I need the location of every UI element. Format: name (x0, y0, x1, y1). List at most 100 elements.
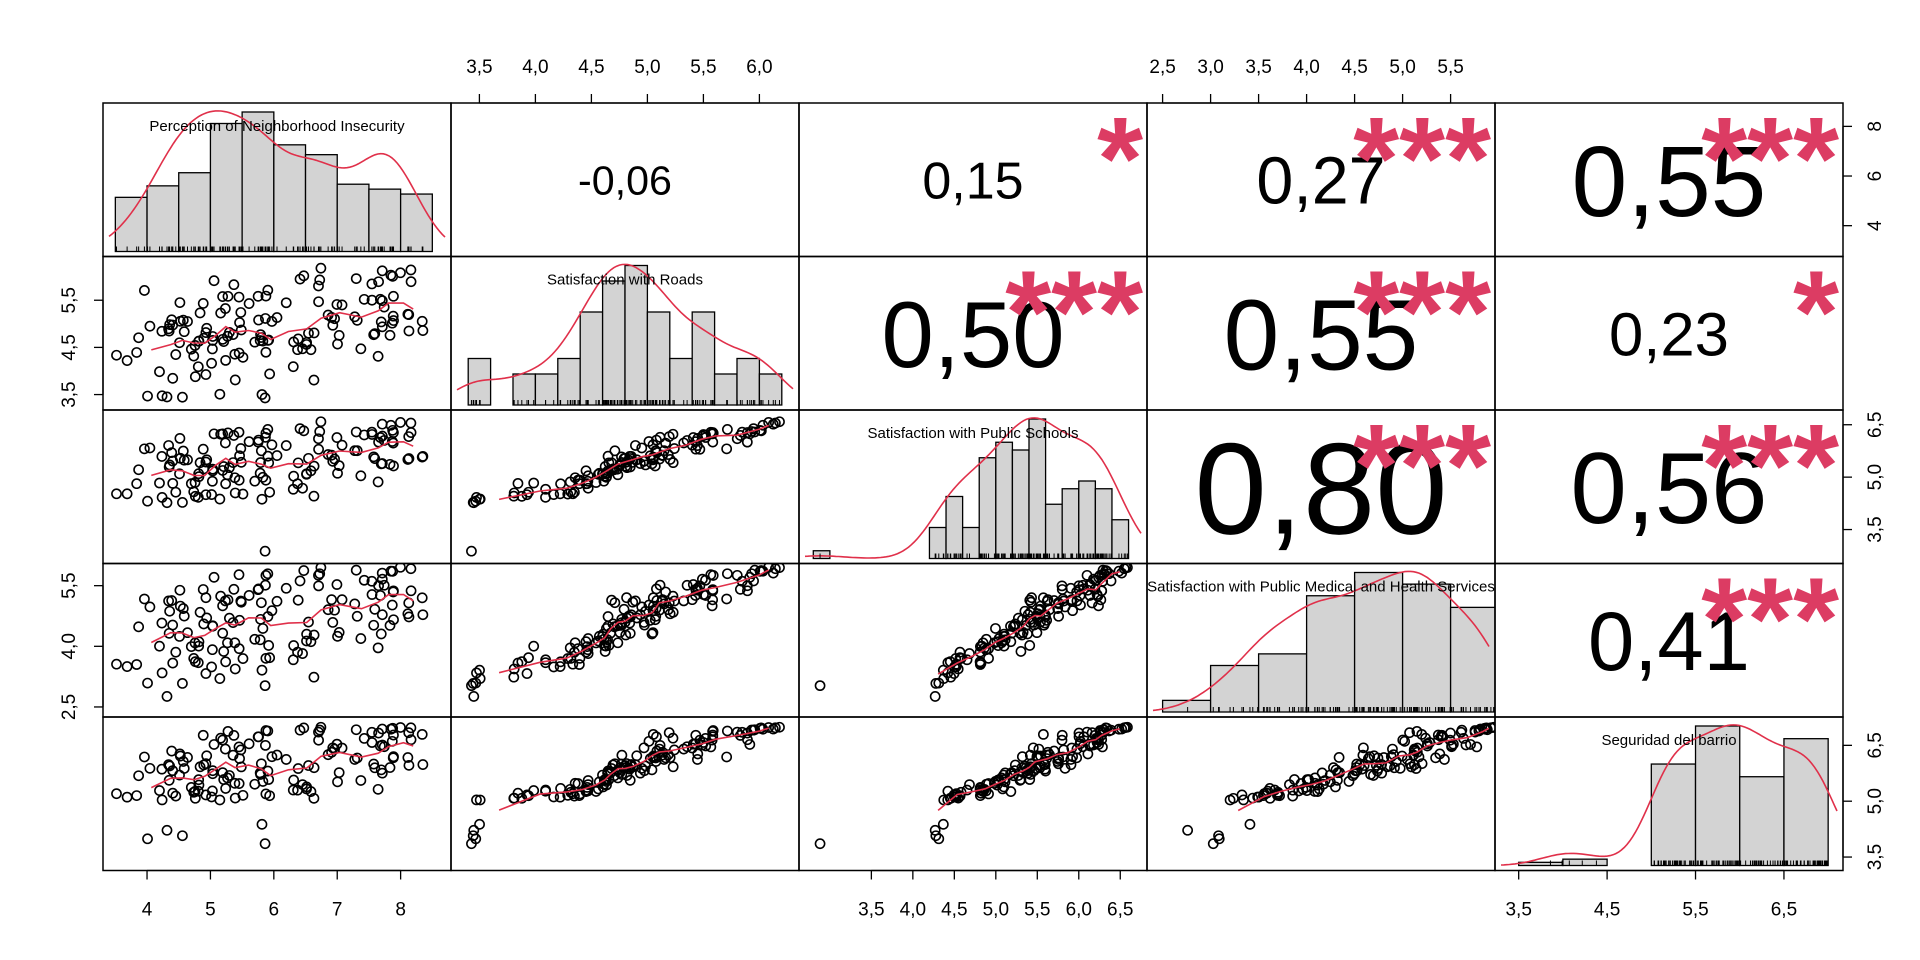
data-point (178, 763, 190, 774)
data-point (133, 621, 145, 633)
data-point (405, 417, 417, 429)
scatter-panel-3-2 (814, 563, 1133, 702)
data-point (121, 488, 133, 500)
data-point (660, 586, 671, 598)
data-point (229, 792, 241, 804)
data-point (548, 661, 560, 673)
panel-borders (102, 102, 1844, 872)
data-point (327, 616, 339, 628)
data-point (121, 661, 133, 672)
data-point (234, 753, 245, 764)
data-point (170, 486, 182, 498)
data-point (471, 667, 482, 679)
data-point (163, 595, 174, 607)
data-point (721, 593, 733, 605)
data-point (298, 270, 310, 282)
data-point (305, 636, 317, 648)
data-point (1309, 786, 1321, 797)
data-point (376, 739, 388, 751)
scatter-panel-3-0 (111, 563, 429, 702)
data-point (466, 545, 477, 557)
data-point (372, 642, 384, 654)
tick-label: 4,0 (522, 57, 548, 78)
data-point (332, 338, 343, 350)
scatter-panel-4-3 (1182, 721, 1495, 850)
data-point (156, 794, 168, 806)
data-point (355, 775, 367, 786)
data-point (639, 619, 650, 631)
data-point (131, 790, 143, 801)
data-point (163, 440, 174, 451)
data-point (350, 724, 362, 736)
data-point (384, 458, 396, 470)
data-point (707, 585, 719, 597)
data-point (167, 657, 179, 669)
data-point (938, 794, 950, 806)
tick-label: 4,5 (59, 334, 80, 360)
data-point (139, 751, 150, 763)
data-point (185, 641, 197, 652)
data-point (227, 457, 239, 469)
data-point (721, 443, 733, 455)
data-point (222, 427, 234, 439)
data-point (654, 743, 665, 755)
data-point (1019, 605, 1031, 617)
data-point (220, 656, 232, 668)
data-point (262, 611, 274, 622)
data-point (952, 663, 964, 675)
corr-panel-1-3: 0,55*** (1224, 257, 1491, 392)
histogram-bar (368, 188, 402, 253)
data-point (200, 668, 212, 679)
data-point (264, 486, 276, 498)
data-point (292, 478, 303, 490)
data-point (663, 727, 675, 739)
data-point (208, 739, 220, 750)
data-point (1471, 741, 1483, 753)
data-point (262, 424, 274, 435)
data-point (207, 463, 219, 475)
data-point (227, 617, 239, 629)
significance-stars: *** (1005, 247, 1143, 379)
data-point (131, 347, 143, 358)
data-point (933, 833, 945, 845)
data-point (403, 309, 415, 321)
corr-panel-2-3: 0,80*** (1194, 410, 1491, 562)
data-point (314, 426, 326, 437)
data-point (373, 276, 384, 288)
data-point (1073, 580, 1085, 592)
data-point (185, 343, 197, 355)
data-point (654, 579, 666, 591)
data-point (260, 652, 272, 664)
data-point (1041, 753, 1053, 764)
histogram-bar (1401, 583, 1452, 713)
data-point (1213, 830, 1224, 842)
data-point (667, 457, 679, 469)
data-point (416, 315, 428, 327)
data-point (600, 640, 612, 652)
data-point (355, 343, 367, 355)
data-point (736, 726, 748, 738)
significance-stars: *** (1353, 93, 1491, 225)
data-point (313, 433, 324, 445)
data-point (308, 671, 320, 683)
data-point (403, 727, 415, 739)
data-point (636, 442, 648, 454)
data-point (643, 436, 655, 447)
data-point (405, 264, 417, 276)
tick-label: 5 (205, 900, 216, 921)
data-point (388, 729, 399, 741)
data-point (228, 583, 240, 595)
data-point (636, 601, 648, 613)
histogram-bar (557, 357, 581, 406)
data-point (567, 658, 579, 670)
data-point (133, 332, 145, 344)
data-point (403, 453, 415, 464)
data-point (142, 495, 153, 507)
data-point (1024, 606, 1036, 618)
data-point (178, 326, 190, 338)
data-point (331, 299, 343, 310)
data-point (189, 490, 201, 502)
data-point (233, 291, 245, 303)
data-point (741, 436, 753, 448)
panel-contents: Perception of Neighborhood Insecurity Sat… (108, 93, 1839, 867)
